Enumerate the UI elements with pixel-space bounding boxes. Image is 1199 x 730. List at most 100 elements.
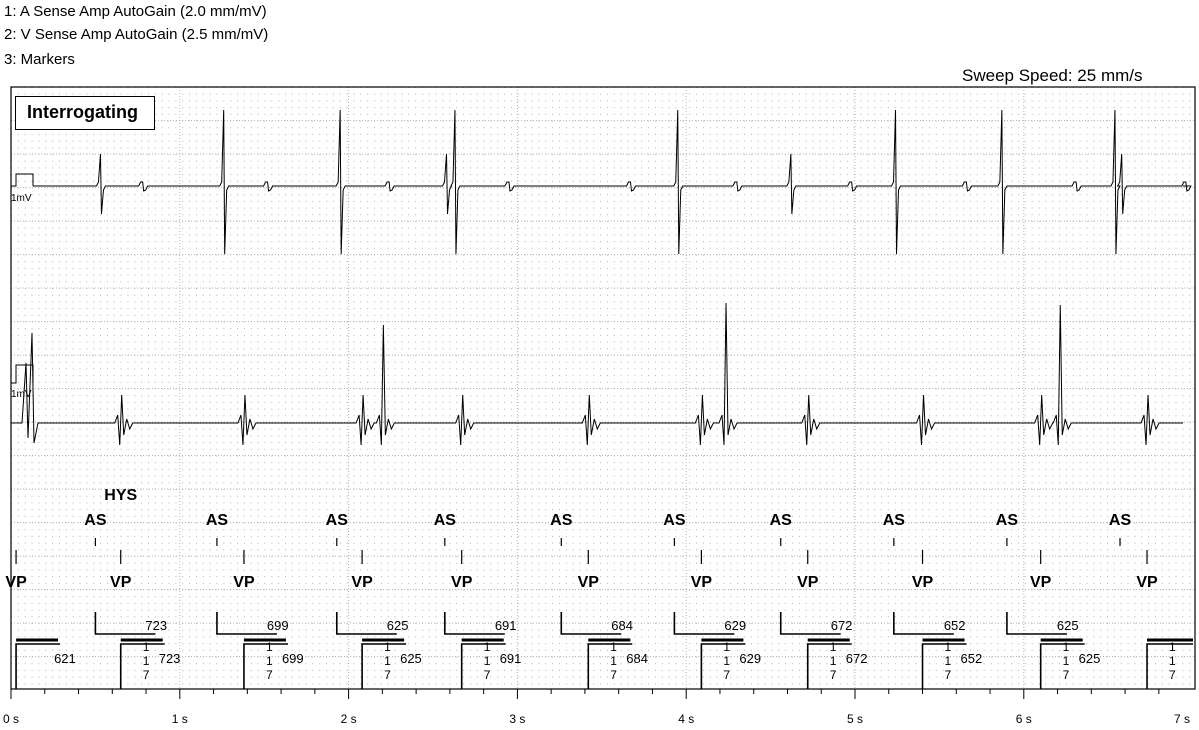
ap-interval-value: 672 [831,618,853,633]
as-marker-label: AS [326,512,349,529]
hys-marker-label: HYS [104,487,137,504]
av-digit: 7 [143,668,150,682]
pp-interval-bracket [700,643,746,689]
pp-interval-bracket [460,643,506,689]
ap-interval-value: 625 [387,618,409,633]
ap-interval-bracket [673,612,735,635]
as-marker-label: AS [770,512,793,529]
ap-interval-bracket [779,612,841,635]
calibration-label-ventricular: 1mV [11,389,32,400]
av-digit: 1 [143,654,150,668]
av-digit: 1 [1063,640,1070,654]
ap-interval-value: 723 [145,618,167,633]
av-digit: 1 [266,640,273,654]
vp-marker-label: VP [691,574,713,591]
as-marker-label: AS [996,512,1019,529]
pp-interval-bracket [1146,643,1194,689]
as-marker-label: AS [1109,512,1132,529]
av-digit: 7 [830,668,837,682]
ap-interval-value: 625 [1057,618,1079,633]
vp-marker-label: VP [912,574,934,591]
av-digit: 1 [1169,640,1176,654]
channel-3-label: 3: Markers [4,51,75,68]
as-marker-label: AS [550,512,573,529]
pp-interval-bracket [921,643,967,689]
ap-interval-value: 684 [611,618,633,633]
channel-2-label: 2: V Sense Amp AutoGain (2.5 mm/mV) [4,26,269,43]
vp-marker-label: VP [578,574,600,591]
ap-interval-value: 652 [944,618,966,633]
av-digit: 1 [945,654,952,668]
pp-interval-bracket [243,643,288,689]
calibration-label-atrial: 1mV [11,193,32,204]
av-digit: 7 [723,668,730,682]
pp-interval-value: 621 [54,651,76,666]
calibration-pulse-atrial [11,173,34,187]
av-digit: 1 [830,654,837,668]
ap-interval-bracket [94,612,156,635]
ap-interval-value: 629 [724,618,746,633]
time-axis: 0 s 1 s 2 s 3 s 4 s 5 s 6 s 7 s [3,688,1195,726]
vp-marker-label: VP [797,574,819,591]
av-digit: 1 [484,640,491,654]
time-axis-label: 4 s [678,712,694,726]
ap-interval-value: 691 [495,618,517,633]
atrial-egm-trace [33,109,1192,255]
as-marker-label: AS [206,512,229,529]
av-digit: 7 [1169,668,1176,682]
av-digit: 7 [266,668,273,682]
av-digit: 7 [1063,668,1070,682]
vp-marker-label: VP [1136,574,1158,591]
pp-interval-value: 629 [739,651,761,666]
time-axis-label: 0 s [3,712,19,726]
pp-interval-value: 699 [282,651,304,666]
pp-interval-value: 691 [500,651,522,666]
pp-interval-bracket [1039,643,1085,689]
ap-interval-bracket [893,612,954,635]
vp-marker-label: VP [451,574,473,591]
pp-interval-value: 672 [846,651,868,666]
vp-marker-label: VP [351,574,373,591]
av-digit: 1 [1063,654,1070,668]
vp-marker-label: VP [1030,574,1052,591]
ap-interval-bracket [335,612,397,635]
av-digit: 7 [945,668,952,682]
time-axis-label: 1 s [172,712,188,726]
av-digit: 1 [143,640,150,654]
atrial-egm-channel: 1mV [11,109,1192,255]
av-digit: 1 [610,640,617,654]
ventricular-egm-trace [11,302,1183,446]
vp-marker-label: VP [233,574,255,591]
ap-interval-bracket [216,612,277,635]
av-digit: 1 [384,654,391,668]
av-digit: 1 [723,640,730,654]
time-axis-label: 2 s [341,712,357,726]
vp-marker-label: VP [5,574,27,591]
av-digit: 1 [266,654,273,668]
av-digit: 7 [610,668,617,682]
ap-interval-bracket [444,612,505,635]
grid-lines [11,87,1195,689]
ap-interval-value: 699 [267,618,289,633]
pp-interval-bracket [587,643,633,689]
time-axis-label: 3 s [509,712,525,726]
av-digit: 1 [830,640,837,654]
time-axis-label: 6 s [1016,712,1032,726]
ap-interval-bracket [1006,612,1067,635]
time-axis-label: 5 s [847,712,863,726]
av-digit: 7 [484,668,491,682]
time-axis-label: 7 s [1174,712,1190,726]
as-marker-label: AS [883,512,906,529]
av-digit: 1 [484,654,491,668]
sweep-speed-label: Sweep Speed: 25 mm/s [962,66,1143,85]
av-digit: 1 [610,654,617,668]
interrogating-status-badge: Interrogating [15,96,155,130]
ventricular-egm-channel: 1mV [11,302,1183,446]
ap-interval-bracket [560,612,622,635]
pp-interval-value: 625 [1079,651,1101,666]
as-marker-label: AS [663,512,686,529]
pp-interval-value: 652 [961,651,983,666]
marker-channel: AS AS AS AS AS AS AS AS AS AS HYS VP VP VP VP VP VP VP VP V… [5,487,1158,591]
av-digit: 1 [384,640,391,654]
